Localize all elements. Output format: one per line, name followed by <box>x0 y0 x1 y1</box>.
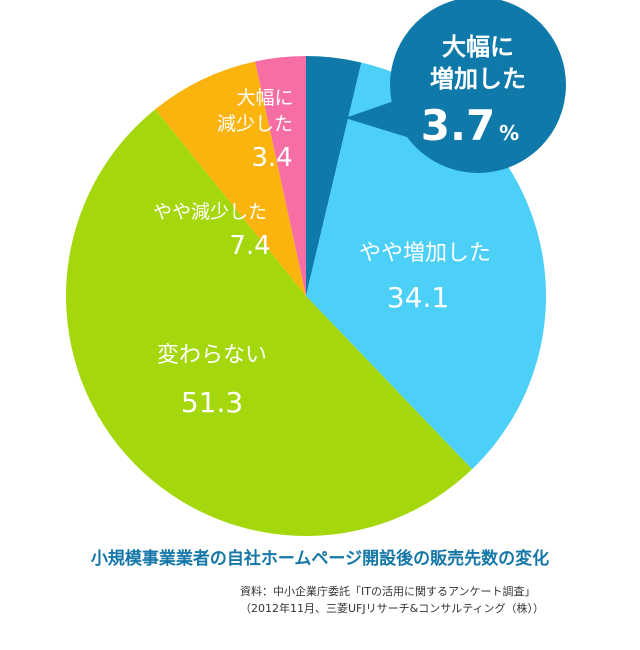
chart-title: 小規模事業業者の自社ホームページ開設後の販売先数の変化 <box>90 549 550 569</box>
callout-bubble: 大幅に 増加した 3.7% <box>345 0 566 173</box>
pie-slice-2 <box>66 109 473 536</box>
slice-value-slight-increase: 34.1 <box>387 281 449 314</box>
source-note-line1: 資料：中小企業庁委託「ITの活用に関するアンケート調査」 <box>240 585 536 598</box>
source-note-line2: （2012年11月、三菱UFJリサーチ&コンサルティング（株）） <box>240 602 545 615</box>
callout-value-group: 3.7% <box>421 101 519 150</box>
slice-value-slight-decrease: 7.4 <box>229 231 270 261</box>
callout-circle <box>390 0 566 173</box>
slice-value-unchanged: 51.3 <box>181 386 243 419</box>
slice-label-slight-increase: やや増加した <box>359 241 491 266</box>
slice-label-slight-decrease: やや減少した <box>153 201 267 223</box>
callout-unit: % <box>499 121 519 145</box>
callout-label-line2: 増加した <box>430 65 526 93</box>
pie-slice-4 <box>255 56 306 296</box>
slice-label-unchanged: 変わらない <box>157 343 267 368</box>
pie-slice-3 <box>155 61 306 296</box>
callout-label-line1: 大幅に <box>442 33 514 61</box>
slice-label-big-decrease-line1: 大幅に <box>236 87 293 109</box>
slice-value-big-decrease: 3.4 <box>251 143 292 173</box>
callout-value: 3.7 <box>421 101 495 150</box>
pie-chart: 大幅に 増加した 3.7% やや増加した 34.1 変わらない 51.3 やや減… <box>66 0 566 536</box>
slice-label-big-decrease-line2: 減少した <box>217 113 293 135</box>
pie-slice-0 <box>306 56 362 296</box>
